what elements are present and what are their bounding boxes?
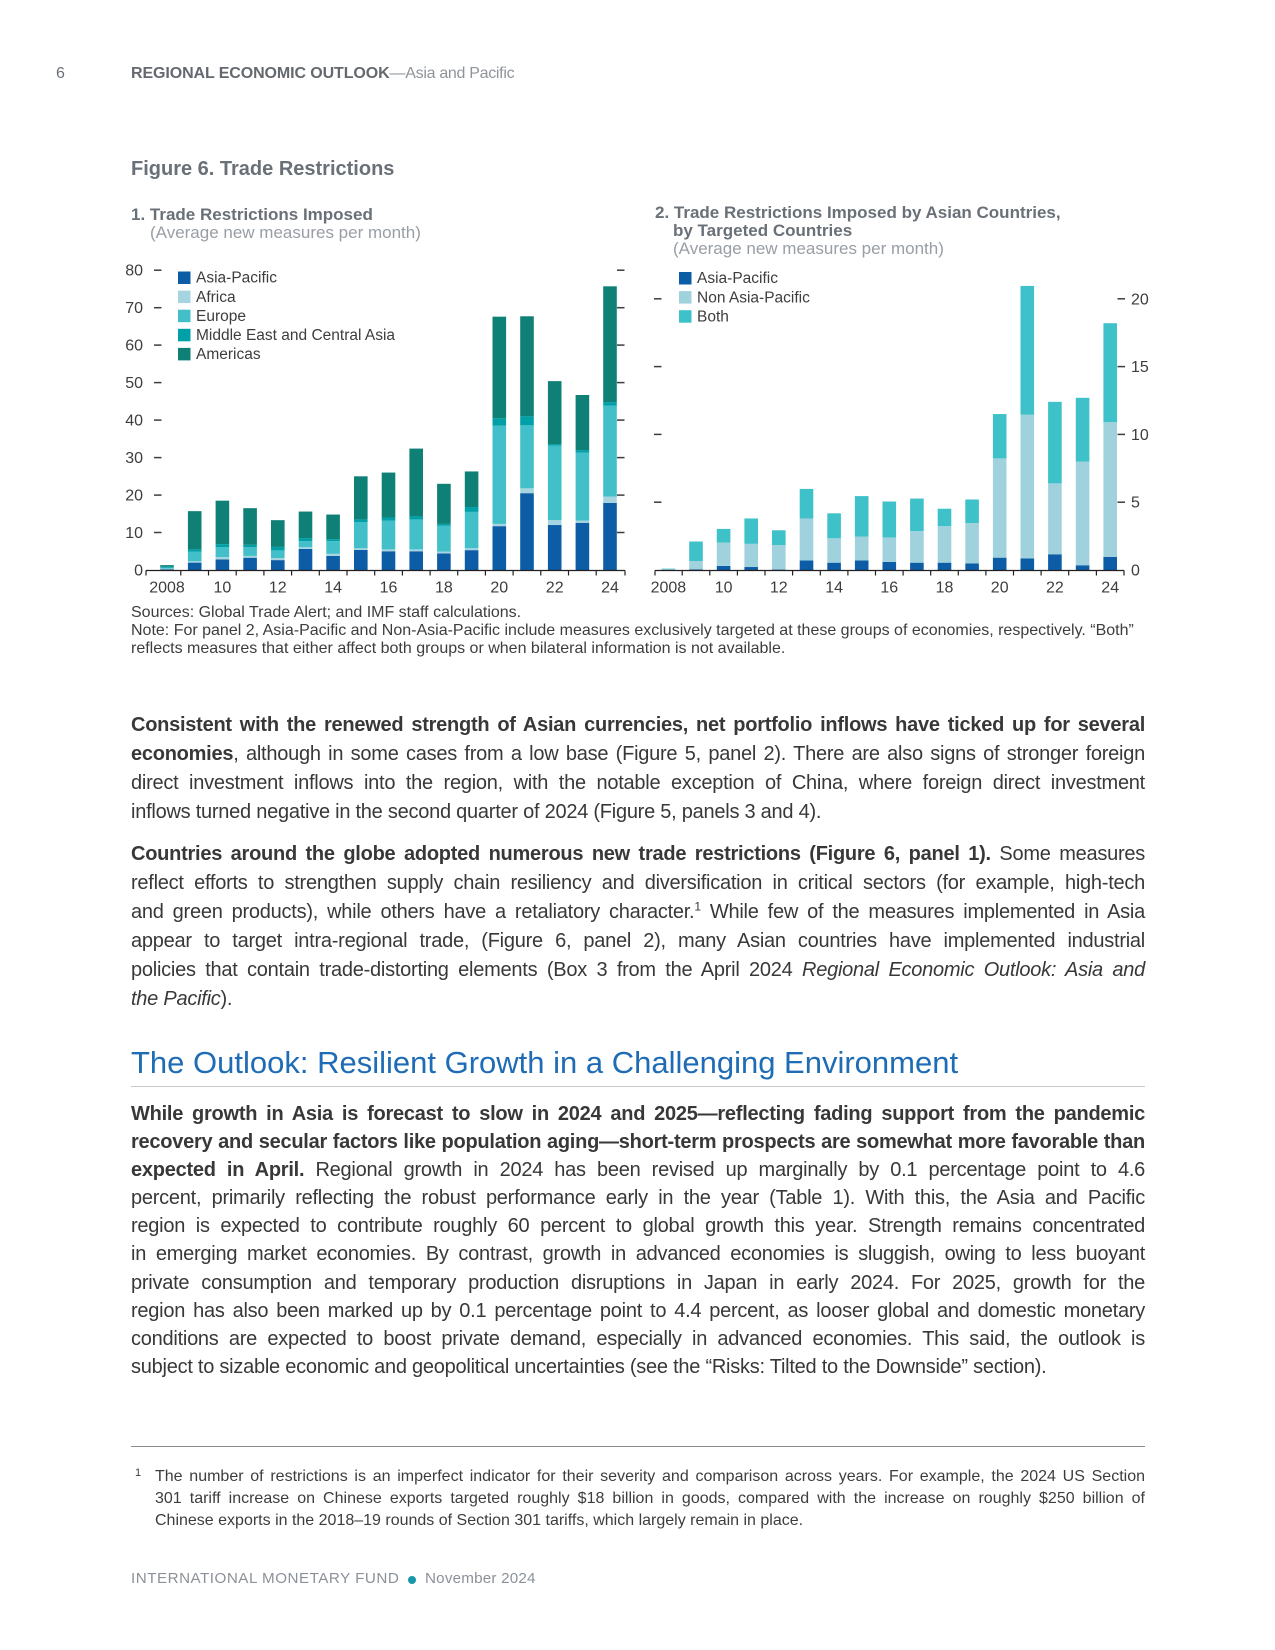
- svg-text:Both: Both: [697, 308, 729, 325]
- svg-text:12: 12: [770, 580, 788, 597]
- svg-text:14: 14: [825, 580, 843, 597]
- svg-text:14: 14: [324, 580, 342, 597]
- svg-text:Africa: Africa: [196, 289, 236, 306]
- svg-text:20: 20: [1131, 291, 1149, 308]
- svg-text:24: 24: [1101, 580, 1119, 597]
- svg-text:2008: 2008: [651, 580, 687, 597]
- svg-text:12: 12: [269, 580, 287, 597]
- svg-text:18: 18: [435, 580, 453, 597]
- svg-text:80: 80: [125, 263, 143, 280]
- svg-text:10: 10: [214, 580, 232, 597]
- svg-text:16: 16: [380, 580, 398, 597]
- svg-text:15: 15: [1131, 359, 1149, 376]
- svg-text:Asia-Pacific: Asia-Pacific: [697, 270, 778, 287]
- svg-text:20: 20: [490, 580, 508, 597]
- svg-text:Middle East and Central Asia: Middle East and Central Asia: [196, 327, 395, 344]
- svg-text:10: 10: [125, 525, 143, 542]
- svg-text:Non Asia-Pacific: Non Asia-Pacific: [697, 289, 810, 306]
- svg-text:60: 60: [125, 338, 143, 355]
- svg-text:0: 0: [134, 563, 143, 580]
- svg-text:5: 5: [1131, 495, 1140, 512]
- svg-text:10: 10: [715, 580, 733, 597]
- svg-text:30: 30: [125, 450, 143, 467]
- svg-text:18: 18: [936, 580, 954, 597]
- svg-text:24: 24: [601, 580, 619, 597]
- svg-text:Europe: Europe: [196, 308, 246, 325]
- svg-text:16: 16: [880, 580, 898, 597]
- svg-text:22: 22: [546, 580, 564, 597]
- svg-text:Americas: Americas: [196, 346, 261, 363]
- svg-text:20: 20: [125, 488, 143, 505]
- svg-text:50: 50: [125, 375, 143, 392]
- svg-text:2008: 2008: [149, 580, 185, 597]
- svg-text:10: 10: [1131, 427, 1149, 444]
- svg-text:20: 20: [991, 580, 1009, 597]
- svg-text:0: 0: [1131, 563, 1140, 580]
- svg-text:22: 22: [1046, 580, 1064, 597]
- svg-text:Asia-Pacific: Asia-Pacific: [196, 270, 277, 287]
- svg-text:70: 70: [125, 300, 143, 317]
- svg-text:40: 40: [125, 413, 143, 430]
